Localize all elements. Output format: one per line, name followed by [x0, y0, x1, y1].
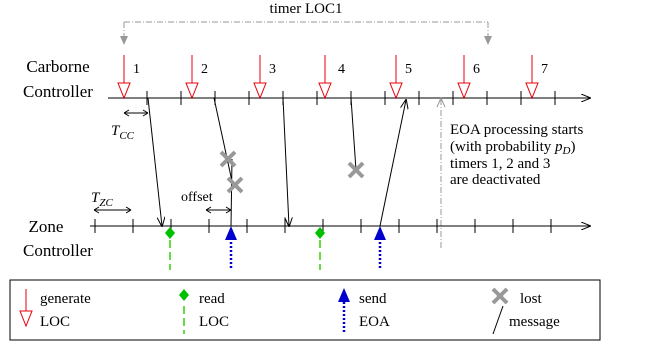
legend-read-line2: LOC — [199, 314, 229, 330]
legend-read-icon — [179, 289, 189, 334]
generate-loc-arrow-1 — [117, 55, 131, 100]
loc-number-3: 3 — [269, 62, 276, 77]
lost-x-icon — [347, 161, 365, 179]
zone-label-line2: Controller — [23, 241, 93, 260]
loc-number-6: 6 — [473, 62, 480, 77]
eoa-text-line3: timers 1, 2 and 3 — [450, 156, 550, 172]
loc-number-2: 2 — [201, 62, 208, 77]
tzc-label: TZC — [91, 190, 113, 209]
send-eoa-marker — [374, 226, 386, 270]
generate-loc-arrow-5 — [389, 55, 403, 100]
carborne-label-line1: Carborne — [26, 57, 89, 76]
carborne-label-line2: Controller — [23, 82, 93, 101]
legend-read-line1: read — [199, 291, 225, 307]
generate-loc-arrow-7 — [525, 55, 539, 100]
lost-markers — [219, 150, 365, 194]
offset-label: offset — [181, 190, 213, 205]
read-loc-marker — [165, 227, 175, 270]
loc-number-5: 5 — [405, 62, 412, 77]
tcc-label: TCC — [111, 123, 135, 142]
legend: generate LOC read LOC send EOA lost mess… — [9, 279, 601, 341]
message-eoa2 — [379, 100, 406, 227]
legend-lost-line2: message — [509, 314, 560, 330]
eoa-text-line1: EOA processing starts — [450, 122, 583, 138]
eoa-text-line2: (with probability pD) — [450, 139, 575, 157]
zone-label-line1: Zone — [29, 217, 64, 236]
send-eoa-marker — [225, 226, 237, 270]
timer-start-arrowhead — [120, 36, 128, 45]
legend-generate-line2: LOC — [40, 314, 70, 330]
generate-loc-arrow-6 — [457, 55, 471, 100]
eoa-text-line4: are deactivated — [450, 172, 541, 188]
loc-number-1: 1 — [133, 62, 140, 77]
loc-number-4: 4 — [338, 62, 345, 77]
generate-loc-arrow-3 — [253, 55, 267, 100]
timer-label: timer LOC1 — [270, 1, 343, 17]
timer-loc1-bracket — [120, 21, 492, 45]
eoa-processing-arrowhead — [436, 96, 446, 108]
legend-send-icon — [338, 288, 350, 332]
loc-number-7: 7 — [541, 62, 548, 77]
message-loc2-lost — [213, 97, 234, 187]
legend-generate-line1: generate — [40, 291, 91, 307]
legend-lost-icon — [491, 287, 509, 305]
lost-x-icon — [226, 176, 244, 194]
legend-message-icon — [492, 305, 504, 335]
zone-ticks — [94, 219, 552, 233]
message-loc3 — [282, 97, 289, 226]
lost-x-icon — [219, 150, 237, 168]
read-loc-marker — [315, 227, 325, 270]
message-eoa1-lost — [230, 158, 233, 227]
messages — [147, 97, 406, 227]
generate-loc-arrow-4 — [318, 55, 332, 100]
legend-send-line2: EOA — [359, 314, 390, 330]
timer-end-arrowhead — [484, 36, 492, 45]
legend-generate-icon — [19, 289, 33, 328]
legend-send-line1: send — [359, 291, 387, 307]
legend-lost-line1: lost — [520, 291, 543, 307]
message-loc4-lost — [350, 97, 357, 171]
message-loc1 — [147, 97, 162, 226]
generate-loc-arrows — [117, 55, 539, 100]
generate-loc-arrow-2 — [185, 55, 199, 100]
legend-box — [9, 279, 601, 341]
